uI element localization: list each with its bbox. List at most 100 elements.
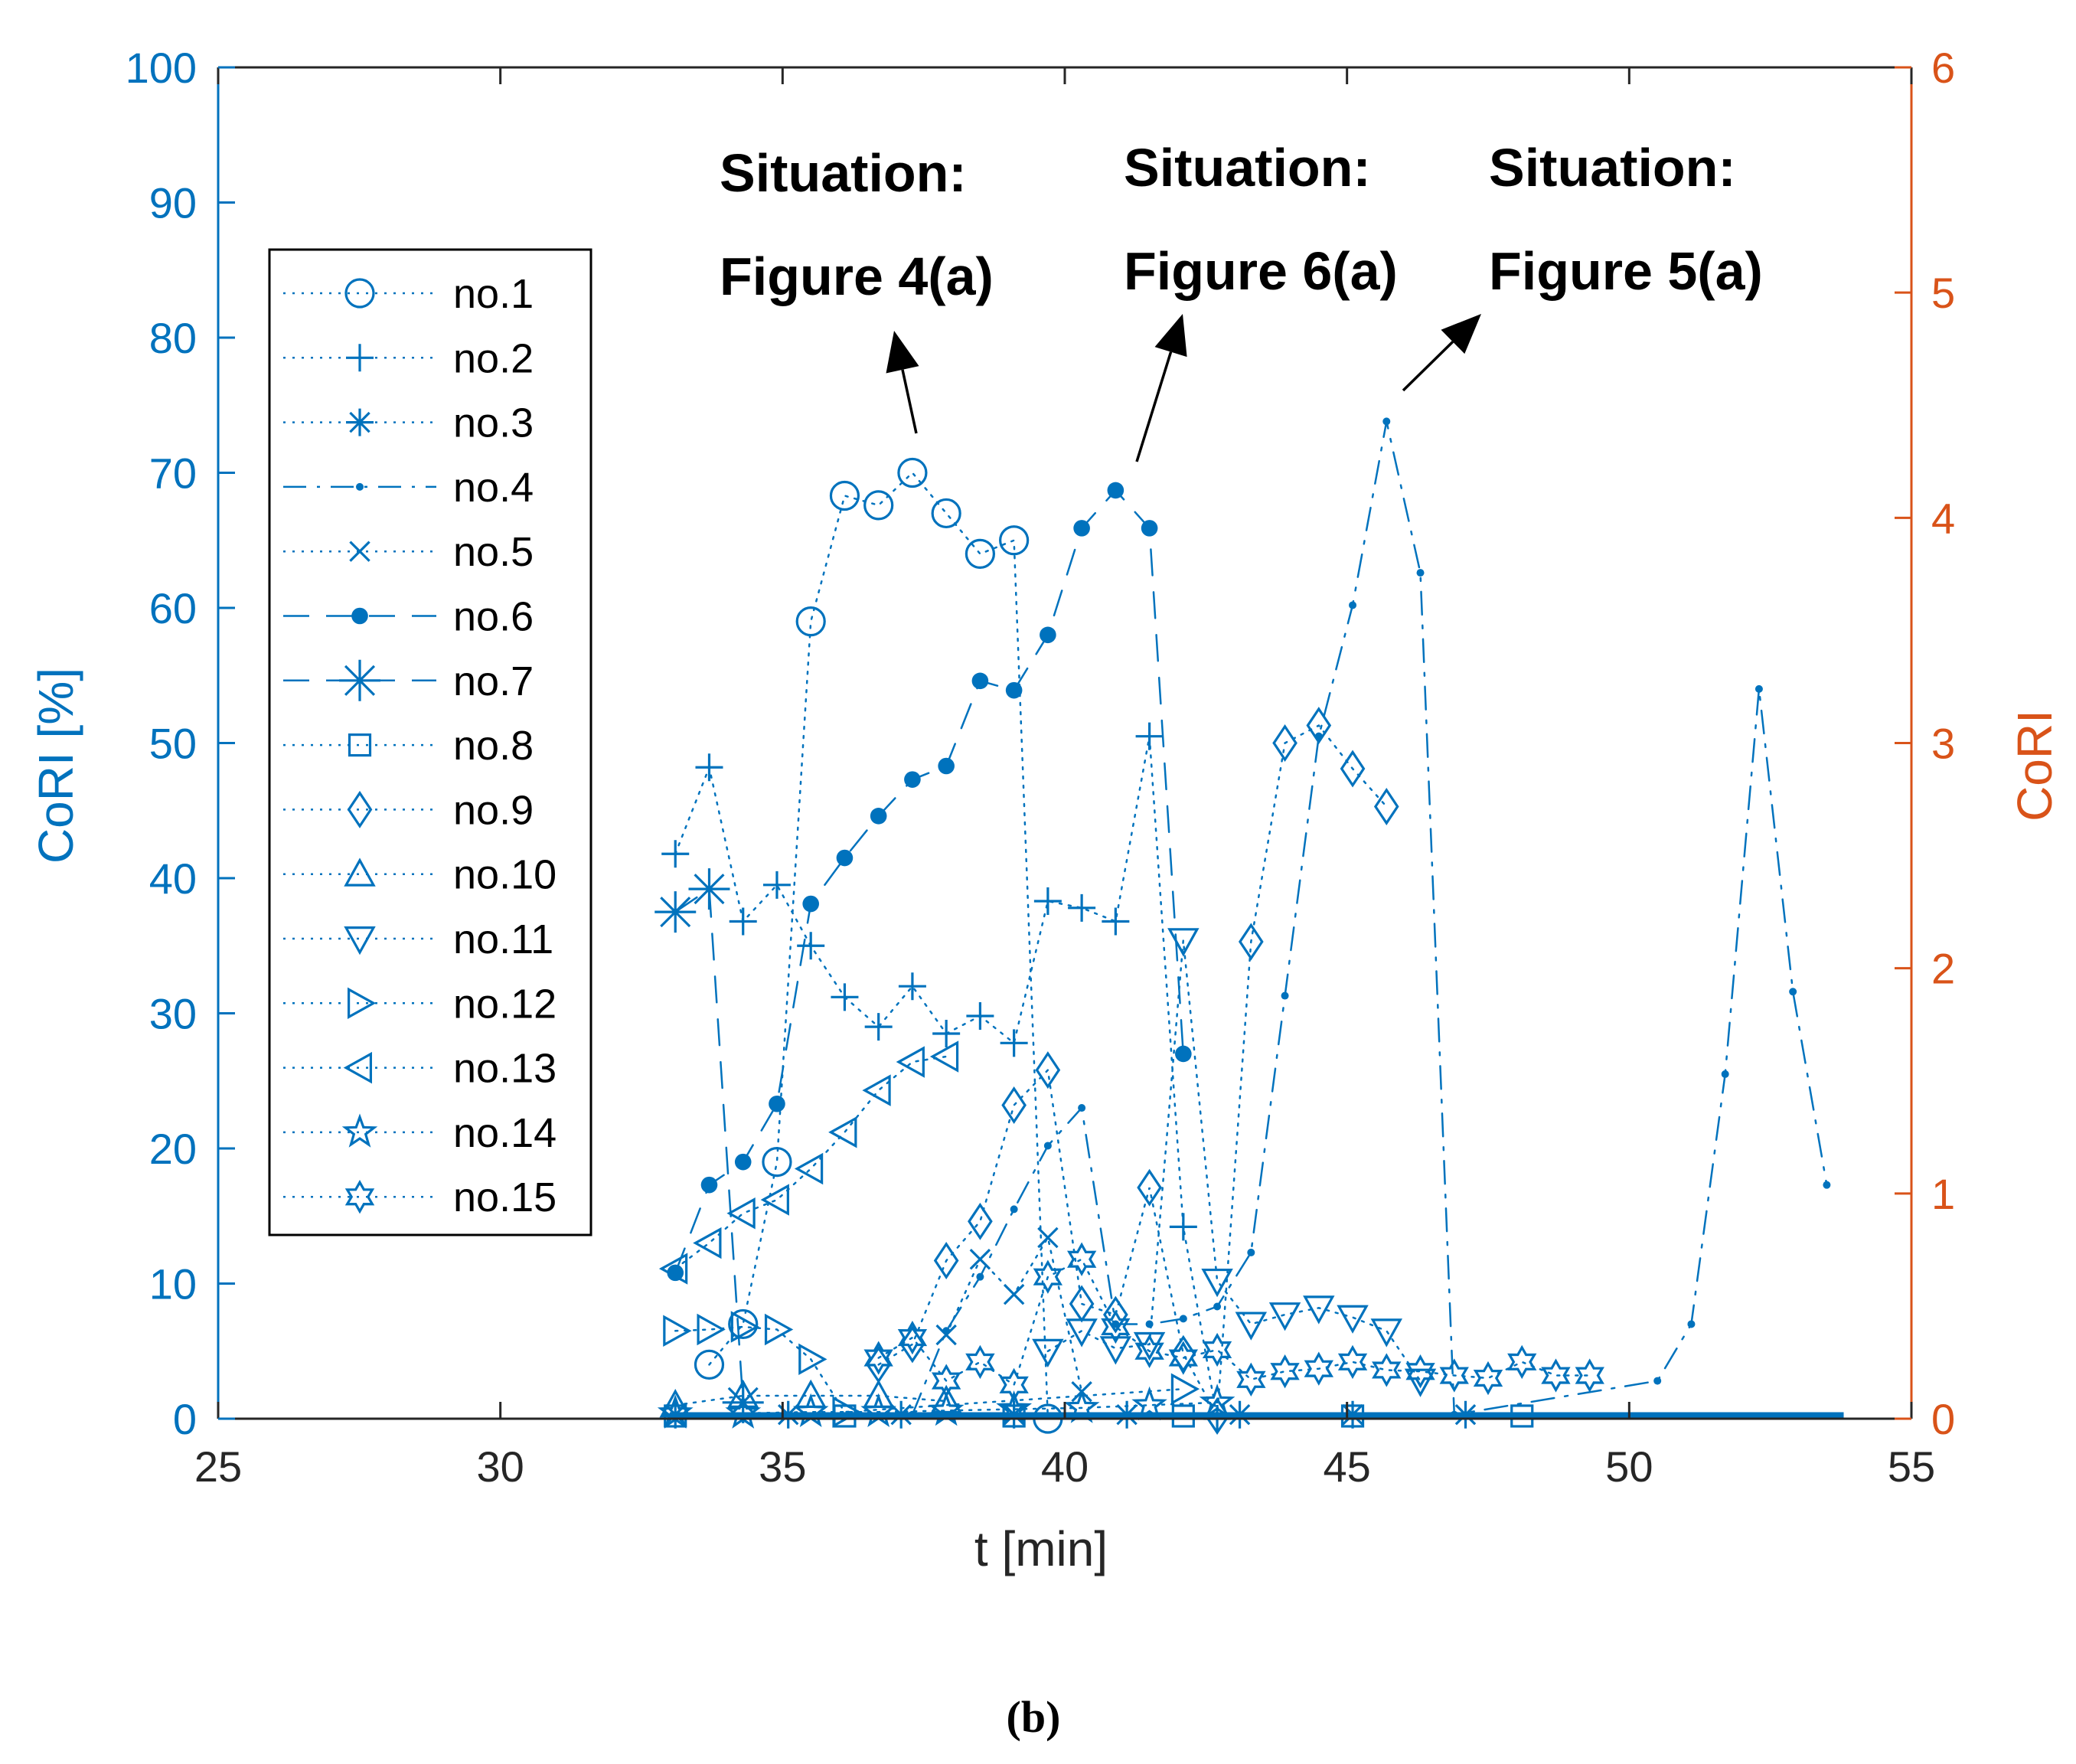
annotation-2-line1: Situation: (1124, 138, 1371, 198)
legend-label: no.13 (453, 1046, 557, 1092)
legend-item-no-12: no.12 (283, 981, 557, 1027)
y-left-tick-label: 40 (149, 854, 197, 903)
y-left-tick-label: 90 (149, 179, 197, 227)
legend-label: no.11 (453, 916, 553, 962)
series-no-3 (661, 1400, 1480, 1429)
series-line (674, 887, 744, 1404)
marker-point (1349, 601, 1357, 609)
marker-diamond (1137, 1168, 1162, 1207)
y-right-tick-label: 6 (1931, 44, 1955, 92)
marker-hexagram (1405, 1354, 1435, 1389)
marker-triangle-down (1337, 1305, 1369, 1334)
marker-plus (932, 1019, 961, 1047)
x-tick-label: 35 (759, 1442, 806, 1491)
marker-asterisk (1226, 1400, 1254, 1429)
marker-triangle-right (730, 1311, 760, 1343)
arrow-head (886, 331, 919, 374)
marker-triangle-left (794, 1152, 824, 1185)
legend-item-no-14: no.14 (283, 1110, 557, 1156)
marker-big-asterisk (722, 1381, 764, 1423)
series-line (674, 488, 1185, 1274)
legend-item-no-6: no.6 (283, 594, 534, 640)
marker-filled-circle (1040, 626, 1056, 644)
marker-plus (898, 972, 926, 1001)
marker-plus (729, 907, 757, 936)
annotation-2: Situation: Figure 6(a) (1124, 138, 1398, 301)
marker-hexagram (931, 1364, 961, 1398)
series-no-4 (908, 417, 1831, 1419)
marker-triangle-left (760, 1184, 789, 1216)
marker-circle (965, 538, 996, 570)
marker-plus (346, 344, 374, 372)
marker-triangle-right (764, 1313, 794, 1346)
legend-label: no.9 (453, 787, 534, 833)
marker-filled-circle (1005, 681, 1023, 699)
marker-hexagram (1101, 1309, 1131, 1344)
marker-asterisk (887, 1400, 916, 1429)
marker-circle (999, 525, 1030, 556)
marker-triangle-up (862, 1379, 895, 1408)
marker-filled-circle (351, 607, 368, 625)
y-left-tick-label: 70 (149, 449, 197, 498)
y-left-tick-label: 30 (149, 990, 197, 1038)
marker-pentagram (1131, 1386, 1167, 1421)
marker-hexagram (1304, 1351, 1334, 1386)
marker-diamond (347, 790, 373, 828)
marker-big-asterisk (654, 891, 697, 933)
legend-label: no.7 (453, 658, 534, 704)
legend-item-no-13: no.13 (283, 1046, 557, 1092)
legend-label: no.3 (453, 400, 534, 446)
annotation-arrow-2 (1135, 314, 1187, 462)
marker-filled-circle (1073, 520, 1090, 537)
legend-label: no.12 (453, 981, 557, 1027)
marker-square (1340, 1404, 1365, 1428)
marker-point (1416, 569, 1425, 577)
arrow-shaft (901, 369, 918, 434)
y-right-tick-label: 0 (1931, 1395, 1955, 1443)
marker-cross (1003, 1283, 1025, 1305)
marker-circle (762, 1147, 792, 1178)
marker-triangle-left (862, 1074, 891, 1106)
x-tick-label: 25 (194, 1442, 242, 1491)
marker-asterisk (661, 1400, 690, 1429)
series-no-12 (663, 1311, 1200, 1428)
marker-plus (797, 932, 825, 960)
marker-triangle-down (344, 926, 376, 956)
marker-triangle-left (896, 1046, 925, 1078)
marker-point (1010, 1205, 1018, 1214)
marker-triangle-up (344, 858, 376, 887)
y-left-tick-label: 60 (149, 584, 197, 632)
marker-filled-circle (1107, 482, 1124, 499)
legend-item-no-3: no.3 (283, 400, 534, 446)
marker-pentagram (928, 1391, 965, 1426)
marker-hexagram (1202, 1332, 1232, 1367)
annotation-arrow-3 (1402, 314, 1481, 392)
marker-plus (1033, 887, 1062, 916)
y-right-tick-label: 2 (1931, 945, 1955, 993)
y-axis-label-right: CoRI (2007, 710, 2062, 822)
legend-item-no-10: no.10 (283, 852, 557, 898)
legend-item-no-11: no.11 (283, 916, 553, 962)
marker-filled-circle (769, 1095, 785, 1112)
marker-asterisk (1451, 1400, 1480, 1429)
marker-diamond (1238, 923, 1264, 961)
marker-pentagram (1063, 1389, 1100, 1423)
marker-filled-circle (700, 1176, 718, 1194)
marker-hexagram (1270, 1354, 1300, 1389)
marker-hexagram (1439, 1358, 1469, 1393)
marker-plus (695, 753, 723, 782)
marker-diamond (1001, 1086, 1027, 1125)
marker-plus (762, 871, 791, 899)
marker-plus (1135, 722, 1164, 750)
y-right-tick-label: 1 (1931, 1170, 1955, 1218)
marker-triangle-up (727, 1379, 759, 1408)
x-axis-label: t [min] (974, 1521, 1108, 1576)
marker-point (1043, 1142, 1052, 1150)
marker-pentagram (341, 1113, 378, 1148)
marker-diamond (1373, 787, 1399, 825)
marker-filled-circle (802, 895, 819, 913)
annotation-3: Situation: Figure 5(a) (1489, 138, 1763, 301)
series-no-7 (654, 868, 764, 1423)
y-right-tick-label: 3 (1931, 720, 1955, 768)
marker-circle (344, 278, 375, 309)
